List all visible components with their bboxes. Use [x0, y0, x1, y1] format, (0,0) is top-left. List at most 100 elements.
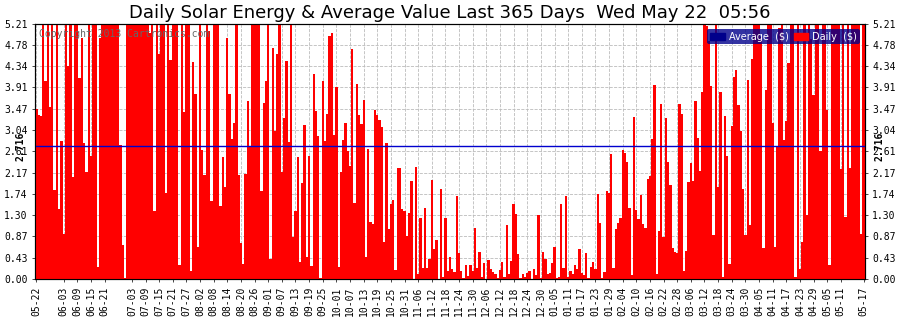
Bar	[86, 172, 87, 279]
Bar	[108, 24, 111, 279]
Bar	[633, 117, 635, 279]
Bar	[163, 24, 165, 279]
Bar	[832, 24, 835, 279]
Bar	[202, 150, 203, 279]
Bar	[579, 249, 580, 279]
Bar	[372, 224, 374, 279]
Bar	[576, 269, 579, 279]
Bar	[310, 266, 312, 279]
Bar	[148, 33, 151, 279]
Bar	[661, 104, 662, 279]
Bar	[364, 257, 367, 279]
Bar	[594, 269, 597, 279]
Bar	[560, 204, 562, 279]
Bar	[397, 168, 399, 279]
Bar	[565, 196, 567, 279]
Bar	[592, 262, 594, 279]
Bar	[263, 103, 265, 279]
Bar	[780, 24, 783, 279]
Bar	[806, 215, 808, 279]
Bar	[239, 243, 242, 279]
Bar	[728, 264, 731, 279]
Bar	[324, 141, 326, 279]
Bar	[619, 218, 622, 279]
Bar	[345, 124, 346, 279]
Bar	[472, 271, 474, 279]
Bar	[42, 24, 44, 279]
Bar	[635, 210, 637, 279]
Bar	[697, 138, 698, 279]
Bar	[256, 24, 258, 279]
Bar	[47, 24, 49, 279]
Bar	[160, 24, 163, 279]
Bar	[287, 142, 290, 279]
Bar	[849, 168, 851, 279]
Bar	[342, 140, 345, 279]
Bar	[783, 140, 785, 279]
Bar	[813, 95, 814, 279]
Bar	[151, 24, 154, 279]
Bar	[708, 41, 710, 279]
Bar	[488, 260, 490, 279]
Bar	[401, 209, 403, 279]
Bar	[742, 189, 744, 279]
Bar	[363, 100, 365, 279]
Bar	[206, 24, 208, 279]
Bar	[229, 94, 230, 279]
Bar	[69, 24, 72, 279]
Bar	[580, 273, 583, 279]
Bar	[474, 228, 476, 279]
Bar	[53, 190, 56, 279]
Bar	[217, 24, 220, 279]
Bar	[753, 24, 756, 279]
Bar	[826, 110, 828, 279]
Text: 2.716: 2.716	[15, 131, 25, 161]
Bar	[479, 252, 481, 279]
Bar	[733, 77, 735, 279]
Bar	[458, 253, 460, 279]
Bar	[680, 114, 683, 279]
Bar	[622, 150, 624, 279]
Bar	[51, 24, 53, 279]
Bar	[378, 120, 381, 279]
Bar	[276, 54, 278, 279]
Bar	[90, 156, 92, 279]
Bar	[499, 270, 501, 279]
Bar	[671, 248, 674, 279]
Bar	[744, 235, 746, 279]
Bar	[651, 139, 653, 279]
Bar	[649, 176, 651, 279]
Bar	[249, 146, 251, 279]
Bar	[601, 278, 603, 279]
Bar	[567, 277, 570, 279]
Bar	[349, 166, 351, 279]
Bar	[640, 195, 642, 279]
Bar	[220, 206, 221, 279]
Bar	[315, 111, 317, 279]
Bar	[117, 24, 120, 279]
Bar	[704, 25, 706, 279]
Bar	[767, 24, 770, 279]
Bar	[144, 24, 147, 279]
Bar	[642, 224, 644, 279]
Bar	[760, 37, 762, 279]
Bar	[588, 278, 590, 279]
Bar	[440, 189, 442, 279]
Bar	[242, 264, 245, 279]
Bar	[212, 24, 215, 279]
Bar	[358, 115, 360, 279]
Bar	[354, 204, 356, 279]
Bar	[105, 24, 108, 279]
Bar	[258, 24, 260, 279]
Bar	[551, 263, 554, 279]
Bar	[320, 278, 321, 279]
Bar	[715, 24, 717, 279]
Bar	[335, 87, 338, 279]
Bar	[722, 277, 724, 279]
Bar	[408, 213, 410, 279]
Bar	[356, 84, 358, 279]
Bar	[194, 94, 196, 279]
Bar	[321, 81, 324, 279]
Bar	[776, 147, 778, 279]
Text: Copyright 2013 Cartronics.com: Copyright 2013 Cartronics.com	[40, 29, 210, 39]
